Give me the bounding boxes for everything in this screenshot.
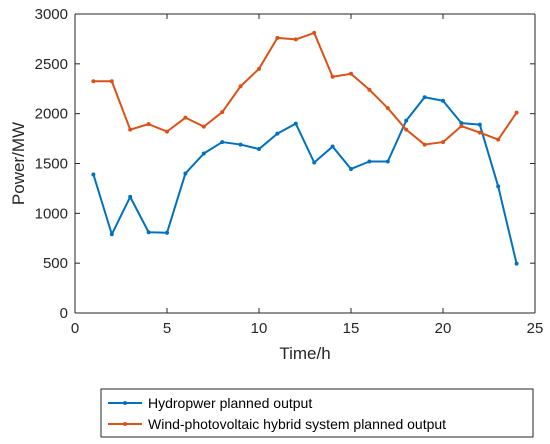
data-point <box>165 230 169 235</box>
data-point <box>477 130 482 135</box>
tick-labels: 0 5 10 15 20 25 0 500 1000 1500 2000 2500 3000 <box>35 6 544 337</box>
data-point <box>367 159 372 164</box>
data-point <box>496 137 501 142</box>
data-point <box>128 194 133 199</box>
data-point <box>293 37 298 42</box>
data-point <box>91 79 96 84</box>
data-point <box>275 35 280 40</box>
x-tick-label: 10 <box>251 320 268 337</box>
data-point <box>183 171 188 176</box>
data-point <box>293 121 298 126</box>
series-1 <box>91 95 519 266</box>
data-point <box>459 124 464 129</box>
x-tick-label: 5 <box>163 320 171 337</box>
data-point <box>220 110 225 115</box>
legend-item: Wind-photovoltaic hybrid system planned … <box>108 416 446 432</box>
legend-marker <box>123 422 127 426</box>
data-point <box>183 115 188 120</box>
x-tick-label: 20 <box>435 320 452 337</box>
y-tick-label: 500 <box>43 255 68 272</box>
legend-label: Wind-photovoltaic hybrid system planned … <box>148 416 446 432</box>
data-point <box>146 230 151 235</box>
plot-background <box>75 14 535 313</box>
y-axis-label: Power/MW <box>9 122 28 205</box>
y-tick-label: 0 <box>60 305 68 322</box>
x-tick-label: 25 <box>527 320 544 337</box>
legend-box <box>100 388 534 438</box>
data-point <box>514 110 519 115</box>
data-point <box>165 129 169 134</box>
legend: Hydropwer planned output Wind-photovoltai… <box>100 388 534 438</box>
data-point <box>349 71 353 76</box>
axes <box>74 13 536 314</box>
series-layer <box>91 30 519 266</box>
data-point <box>514 261 519 266</box>
data-point <box>422 142 427 147</box>
series-2 <box>91 30 519 147</box>
legend-marker <box>123 401 127 405</box>
data-point <box>109 232 114 237</box>
data-point <box>404 127 409 132</box>
data-point <box>385 159 390 164</box>
data-point <box>257 147 261 152</box>
data-point <box>312 160 317 165</box>
data-point <box>330 74 335 79</box>
series-line <box>93 31 518 146</box>
x-tick-label: 15 <box>343 320 360 337</box>
y-tick-label: 3000 <box>35 6 68 23</box>
data-point <box>496 184 501 189</box>
data-point <box>441 98 445 103</box>
series-line <box>92 96 518 264</box>
data-point <box>385 106 390 111</box>
data-point <box>128 127 133 132</box>
data-point <box>367 87 372 92</box>
data-point <box>109 79 114 84</box>
data-point <box>477 122 482 127</box>
data-point <box>349 166 353 171</box>
x-tick-label: 0 <box>71 320 79 337</box>
y-tick-label: 1000 <box>35 205 68 222</box>
data-point <box>201 151 206 156</box>
data-point <box>275 131 280 136</box>
data-point <box>330 144 335 149</box>
plot-area <box>75 14 535 313</box>
y-tick-label: 1500 <box>35 156 68 173</box>
data-point <box>257 66 261 71</box>
data-point <box>422 95 427 100</box>
x-axis-label: Time/h <box>279 344 330 363</box>
data-point <box>441 140 445 145</box>
data-point <box>238 142 243 147</box>
data-point <box>201 124 206 129</box>
data-point <box>220 140 225 145</box>
data-point <box>404 118 409 123</box>
data-point <box>146 122 151 127</box>
y-tick-label: 2000 <box>35 106 68 123</box>
data-point <box>91 172 96 177</box>
legend-label: Hydropwer planned output <box>148 395 312 411</box>
y-tick-label: 2500 <box>35 56 68 73</box>
legend-item: Hydropwer planned output <box>108 395 312 411</box>
data-point <box>312 30 317 35</box>
data-point <box>459 121 464 126</box>
data-point <box>238 84 243 89</box>
